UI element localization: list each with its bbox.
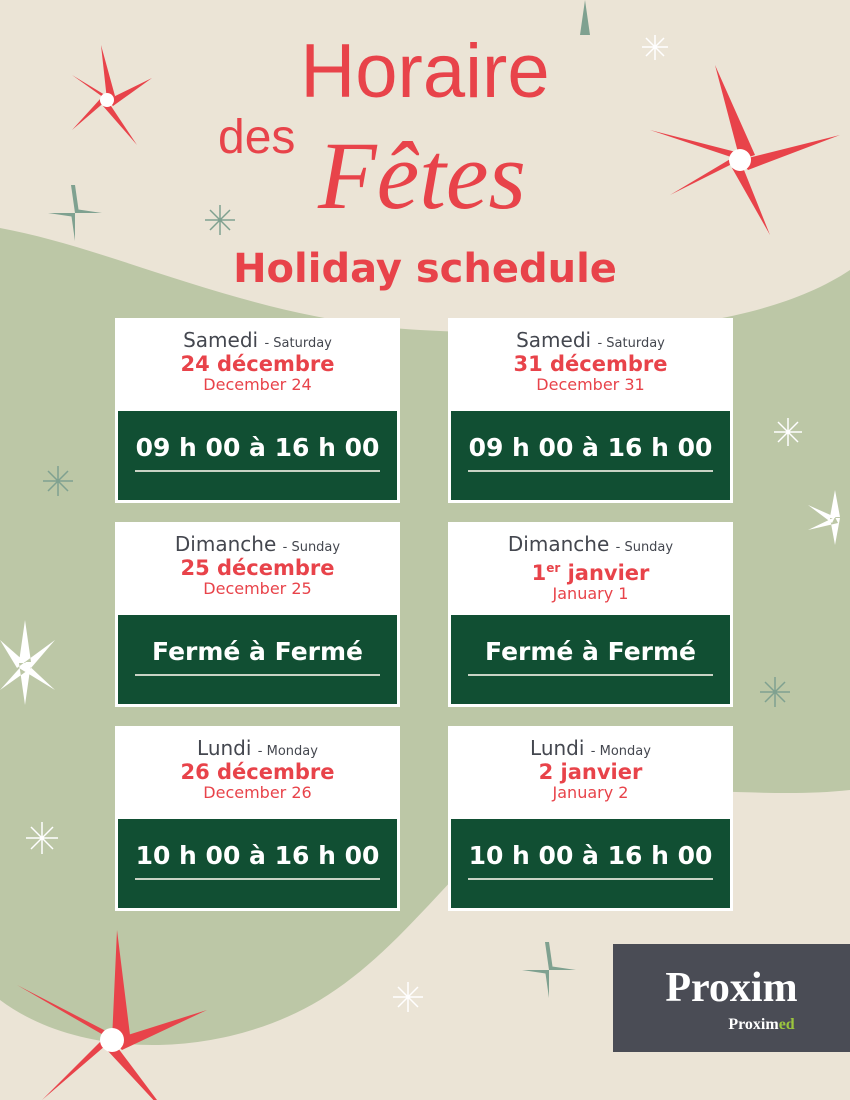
snowflake-icon [0, 490, 840, 705]
day-en: - Monday [590, 744, 651, 759]
day-fr: Samedi [516, 328, 592, 352]
day-fr: Lundi [197, 736, 252, 760]
date-fr-line: 25 décembre [115, 556, 400, 580]
schedule-card: Dimanche - Sunday 1er janvier January 1 … [448, 522, 733, 707]
date-fr: 25 décembre [180, 556, 335, 580]
date-fr-line: 1er janvier [448, 556, 733, 585]
date-fr: 2 janvier [538, 760, 643, 784]
sparkle-icon [43, 205, 790, 707]
day-en: - Sunday [615, 540, 674, 555]
date-fr-sup: er [546, 561, 561, 575]
logo-brand: Proxim [665, 965, 798, 1011]
hours-panel: 09 h 00 à 16 h 00 [451, 411, 730, 500]
day-fr: Dimanche [174, 532, 277, 556]
title-horaire: Horaire [300, 29, 550, 114]
card-header: Samedi - Saturday 24 décembre December 2… [115, 318, 400, 408]
hours-text: 09 h 00 à 16 h 00 [135, 433, 380, 472]
date-fr: 31 décembre [513, 352, 668, 376]
day-en: - Sunday [282, 540, 341, 555]
day-label: Lundi - Monday [448, 726, 733, 760]
day-en: - Monday [257, 744, 318, 759]
title-fetes: Fêtes [318, 122, 526, 229]
poinsettia-icon [72, 45, 152, 145]
hours-text: 09 h 00 à 16 h 00 [468, 433, 713, 472]
hours-panel: 09 h 00 à 16 h 00 [118, 411, 397, 500]
date-fr-line: 2 janvier [448, 760, 733, 784]
card-header: Samedi - Saturday 31 décembre December 3… [448, 318, 733, 408]
date-en: December 25 [203, 579, 312, 598]
title-holiday-schedule: Holiday schedule [233, 246, 617, 292]
day-label: Samedi - Saturday [448, 318, 733, 352]
schedule-card: Samedi - Saturday 31 décembre December 3… [448, 318, 733, 503]
card-header: Lundi - Monday 26 décembre December 26 [115, 726, 400, 816]
card-header: Dimanche - Sunday 1er janvier January 1 [448, 522, 733, 612]
schedule-card: Lundi - Monday 26 décembre December 26 1… [115, 726, 400, 911]
proxim-logo: Proxim Proximed [613, 944, 850, 1052]
date-en: January 1 [552, 584, 629, 603]
sparkle-icon [26, 35, 802, 1012]
hours-text: 10 h 00 à 16 h 00 [135, 841, 380, 880]
hours-panel: 10 h 00 à 16 h 00 [118, 819, 397, 908]
hours-panel: Fermé à Fermé [451, 615, 730, 704]
poinsettia-icon [17, 930, 207, 1100]
day-label: Dimanche - Sunday [448, 522, 733, 556]
logo-sub-b: xim [752, 1016, 779, 1033]
schedule-card: Dimanche - Sunday 25 décembre December 2… [115, 522, 400, 707]
date-en: December 26 [203, 783, 312, 802]
date-en: December 24 [203, 375, 312, 394]
card-header: Lundi - Monday 2 janvier January 2 [448, 726, 733, 816]
day-en: - Saturday [597, 336, 665, 351]
title-des: des [218, 111, 296, 164]
logo-proximed: Proximed [673, 1016, 850, 1034]
day-label: Dimanche - Sunday [115, 522, 400, 556]
date-en: December 31 [536, 375, 645, 394]
logo-sub-c: ed [778, 1016, 795, 1033]
day-label: Lundi - Monday [115, 726, 400, 760]
date-fr-rest: janvier [560, 561, 650, 585]
day-en: - Saturday [264, 336, 332, 351]
schedule-card: Samedi - Saturday 24 décembre December 2… [115, 318, 400, 503]
hours-text: Fermé à Fermé [468, 637, 713, 676]
date-fr-line: 24 décembre [115, 352, 400, 376]
poinsettia-icon [650, 65, 840, 235]
date-en: January 2 [552, 783, 629, 802]
hours-panel: Fermé à Fermé [118, 615, 397, 704]
snowflake-icon [48, 0, 620, 998]
date-fr-line: 31 décembre [448, 352, 733, 376]
hours-text: Fermé à Fermé [135, 637, 380, 676]
date-fr-line: 26 décembre [115, 760, 400, 784]
day-fr: Samedi [183, 328, 259, 352]
day-fr: Lundi [530, 736, 585, 760]
hours-text: 10 h 00 à 16 h 00 [468, 841, 713, 880]
date-fr: 26 décembre [180, 760, 335, 784]
card-header: Dimanche - Sunday 25 décembre December 2… [115, 522, 400, 612]
date-fr: 24 décembre [180, 352, 335, 376]
logo-sub-a: Pro [728, 1016, 753, 1033]
hours-panel: 10 h 00 à 16 h 00 [451, 819, 730, 908]
day-label: Samedi - Saturday [115, 318, 400, 352]
schedule-card: Lundi - Monday 2 janvier January 2 10 h … [448, 726, 733, 911]
date-fr: 1 [531, 561, 547, 585]
day-fr: Dimanche [507, 532, 610, 556]
